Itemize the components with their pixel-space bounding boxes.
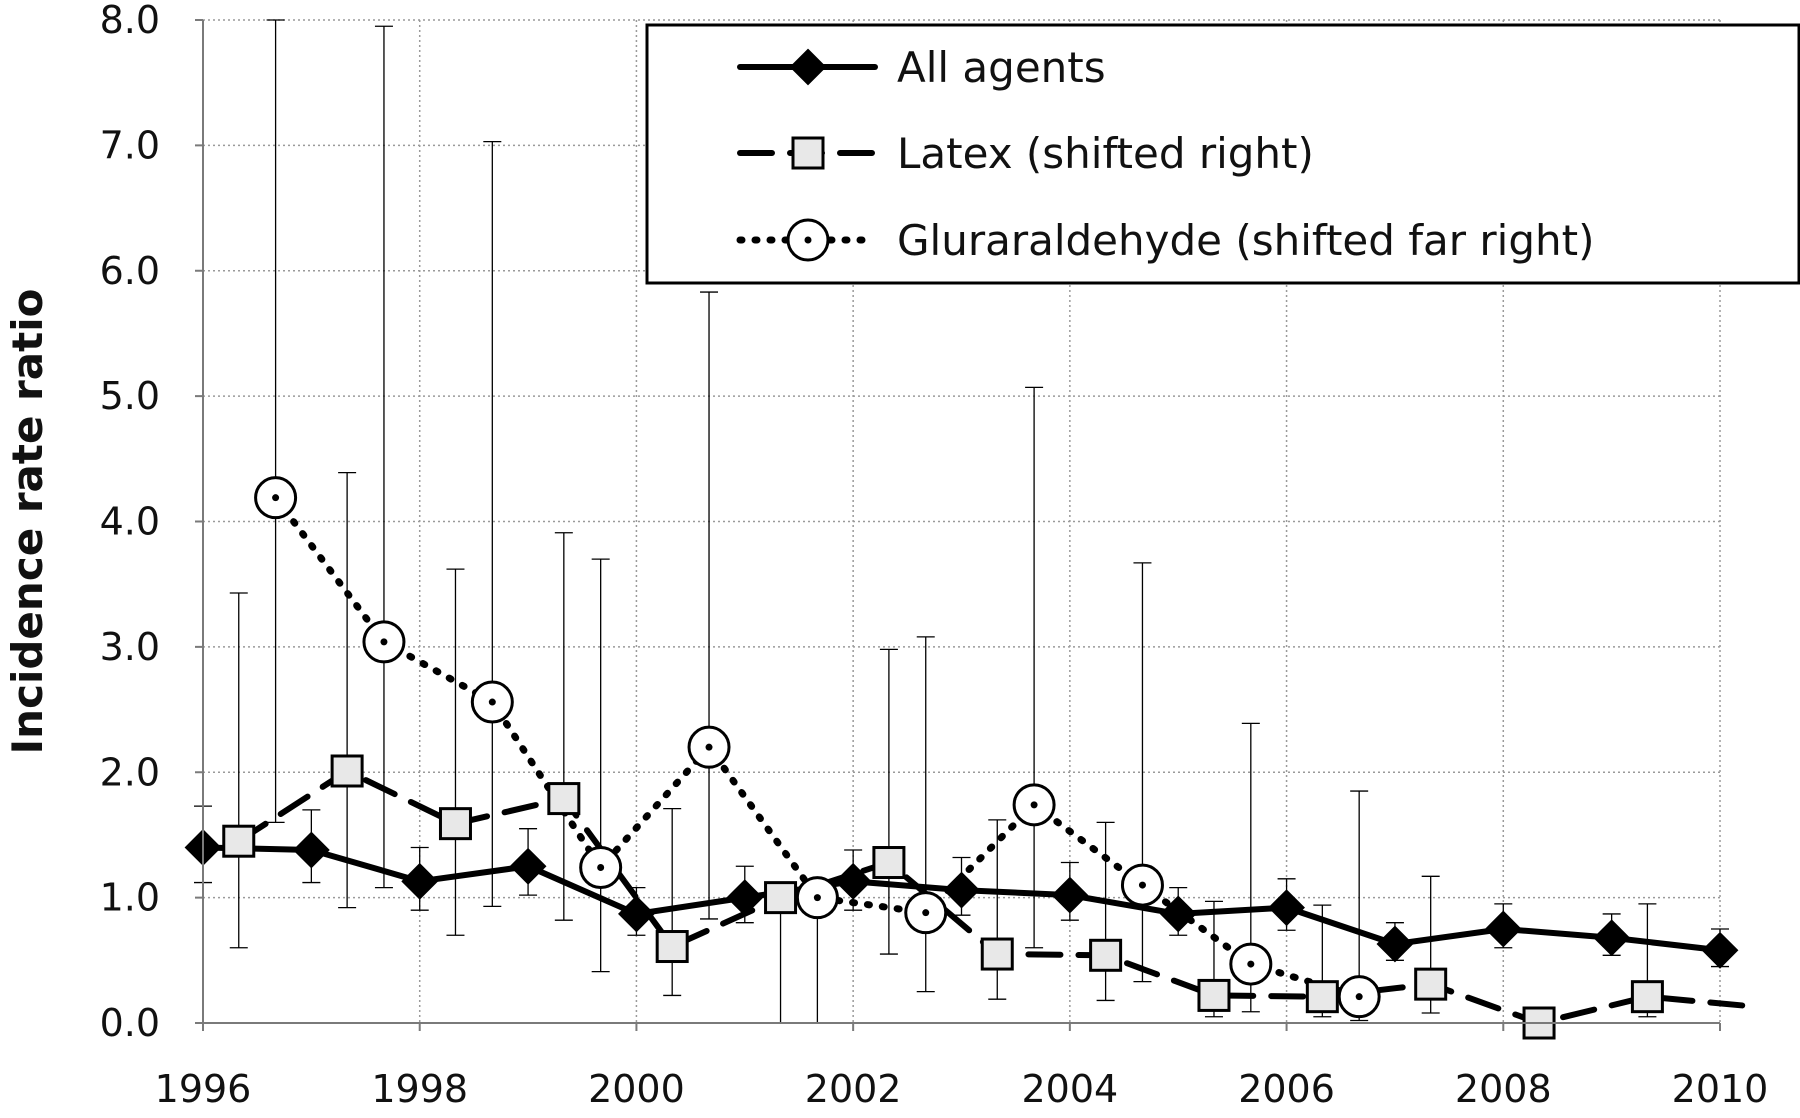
circle-marker-dot xyxy=(1247,960,1255,968)
diamond-marker xyxy=(1268,889,1305,927)
legend-label-1: Latex (shifted right) xyxy=(897,129,1314,178)
square-marker xyxy=(764,881,798,915)
circle-marker-dot xyxy=(922,909,930,917)
circle-marker-dot xyxy=(488,698,496,706)
square-marker xyxy=(1630,980,1664,1014)
x-tick-label: 1996 xyxy=(155,1067,252,1111)
legend: All agents Latex (shifted right) Glurarald… xyxy=(645,23,1800,285)
square-marker xyxy=(655,930,689,964)
circle-marker-dot xyxy=(1030,801,1038,809)
x-tick-label: 1998 xyxy=(371,1067,468,1111)
circle-marker-dot xyxy=(813,894,821,902)
diamond-marker xyxy=(509,847,547,885)
y-axis-title: Incidence rate ratio xyxy=(3,289,52,755)
diamond-marker xyxy=(401,862,439,900)
diamond-marker xyxy=(1376,925,1414,963)
circle-marker-dot xyxy=(1138,881,1146,889)
y-tick-label: 7.0 xyxy=(100,123,160,167)
square-marker xyxy=(1197,978,1231,1012)
square-marker xyxy=(1305,980,1339,1014)
x-tick-label: 2004 xyxy=(1021,1067,1118,1111)
diamond-marker xyxy=(943,871,980,909)
legend-label-0: All agents xyxy=(897,43,1106,92)
square-marker xyxy=(1089,938,1123,972)
y-tick-label: 1.0 xyxy=(100,876,160,920)
square-marker xyxy=(1414,967,1448,1001)
square-marker xyxy=(980,937,1014,971)
circle-marker-dot xyxy=(804,236,812,244)
square-marker xyxy=(222,824,256,858)
x-tick-label: 2008 xyxy=(1455,1067,1552,1111)
square-marker xyxy=(438,807,472,841)
diamond-marker xyxy=(726,879,764,917)
y-tick-label: 3.0 xyxy=(100,625,160,669)
circle-marker-dot xyxy=(597,864,605,872)
circle-marker-dot xyxy=(1355,993,1363,1001)
diamond-marker xyxy=(1051,876,1089,914)
square-marker xyxy=(872,846,906,880)
y-tick-label: 4.0 xyxy=(100,500,160,544)
square-marker xyxy=(330,754,364,788)
diamond-marker xyxy=(1159,895,1197,933)
circle-marker-dot xyxy=(380,638,388,646)
circle-marker-dot xyxy=(705,743,713,751)
diamond-marker xyxy=(834,862,872,900)
x-tick-label: 2002 xyxy=(805,1067,902,1111)
y-tick-label: 6.0 xyxy=(100,249,160,293)
diamond-marker xyxy=(1484,910,1522,948)
circle-marker-dot xyxy=(272,494,280,502)
x-tick-label: 2000 xyxy=(588,1067,685,1111)
diamond-marker xyxy=(1701,931,1739,969)
diamond-marker xyxy=(1593,919,1631,957)
axis-layer: 0.0 1.0 2.0 3.0 4.0 5.0 6.0 7.0 8.0 1996 1998 2000 2… xyxy=(3,0,1768,1111)
diamond-marker xyxy=(618,895,655,933)
square-marker xyxy=(547,782,581,816)
x-tick-label: 2006 xyxy=(1238,1067,1335,1111)
diamond-marker xyxy=(292,831,330,869)
series-layer xyxy=(184,476,1759,1040)
diamond-marker xyxy=(789,48,827,86)
y-tick-label: 0.0 xyxy=(100,1001,160,1045)
x-tick-label: 2010 xyxy=(1672,1067,1769,1111)
legend-label-2: Gluraraldehyde (shifted far right) xyxy=(897,216,1594,265)
y-tick-label: 8.0 xyxy=(100,0,160,42)
y-tick-label: 5.0 xyxy=(100,374,160,418)
square-marker xyxy=(791,136,825,170)
y-tick-label: 2.0 xyxy=(100,750,160,794)
